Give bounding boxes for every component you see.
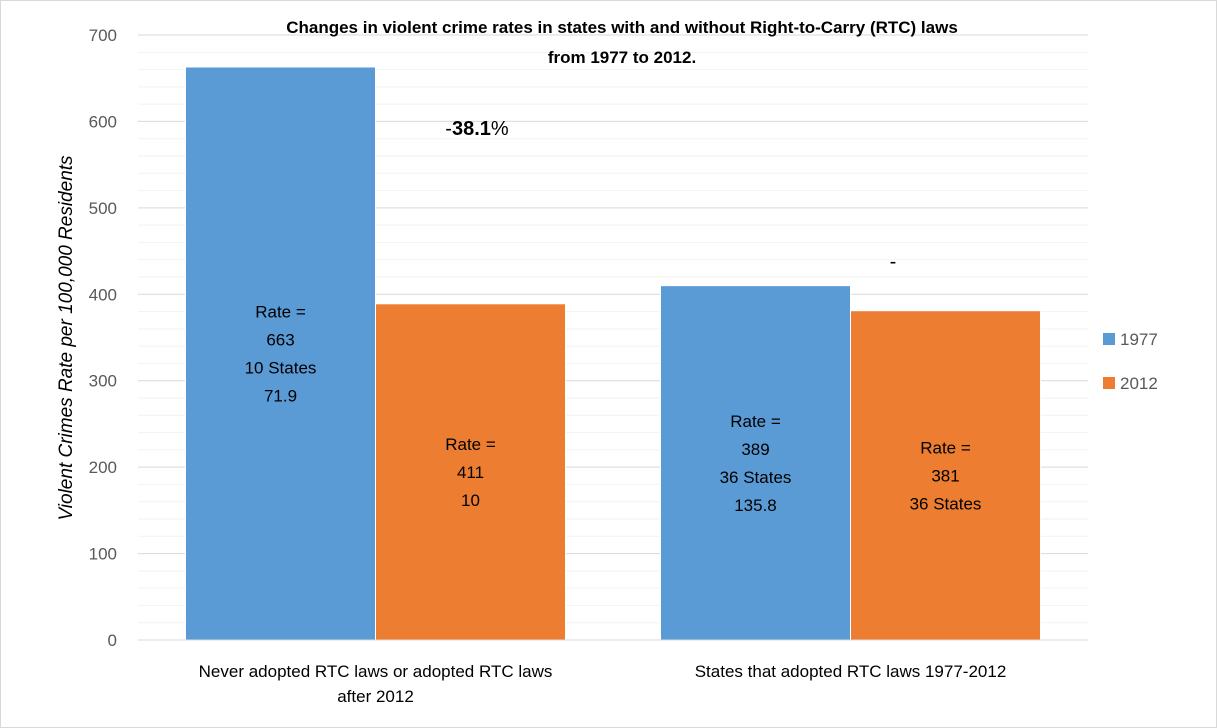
bar-1977 [185,66,376,641]
y-tick-label: 600 [89,112,117,131]
y-tick-label: 700 [89,26,117,45]
data-label: 663 [266,330,294,349]
data-label: 10 States [245,358,317,377]
data-label: Rate = [920,438,971,457]
x-category-label: States that adopted RTC laws 1977-2012 [695,662,1007,681]
data-label: 411 [457,463,484,482]
bar-2012 [375,303,566,641]
y-axis-label: Violent Crimes Rate per 100,000 Resident… [56,155,77,521]
data-label: Rate = [730,412,781,431]
x-axis-categories: Never adopted RTC laws or adopted RTC la… [199,662,1007,706]
y-tick-label: 100 [89,545,117,564]
data-label: Rate = [445,435,496,454]
legend-swatch-2012 [1103,377,1115,389]
legend: 1977 2012 [1103,330,1158,393]
y-tick-label: 500 [89,199,117,218]
chart-subtitle: from 1977 to 2012. [548,48,696,67]
legend-label-2012: 2012 [1120,374,1158,393]
y-tick-label: 0 [108,631,117,650]
data-label: Rate = [255,302,306,321]
bar-2012 [850,310,1041,641]
data-label: 71.9 [264,386,297,405]
percent-change-annotation: -38.1% [445,118,509,140]
data-label: 135.8 [734,496,777,515]
data-label: 389 [741,440,769,459]
x-category-label: Never adopted RTC laws or adopted RTC la… [199,662,553,681]
data-label: 36 States [720,468,792,487]
y-tick-label: 200 [89,458,117,477]
y-tick-label: 400 [89,285,117,304]
data-label: 36 States [910,494,982,513]
data-label: 10 [461,491,480,510]
bar-1977 [660,285,851,641]
y-axis-ticks: 0 100 200 300 400 500 600 700 [89,26,117,650]
y-tick-label: 300 [89,372,117,391]
data-labels: Rate = 663 10 States 71.9 Rate = 411 10 Rate = 3… [245,302,982,514]
chart-title: Changes in violent crime rates in states… [286,18,958,37]
bars-group [185,66,1041,641]
dash-annotation: - [890,251,897,273]
x-category-label: after 2012 [337,687,414,706]
legend-swatch-1977 [1103,333,1115,345]
legend-label-1977: 1977 [1120,330,1158,349]
data-label: 381 [931,466,959,485]
